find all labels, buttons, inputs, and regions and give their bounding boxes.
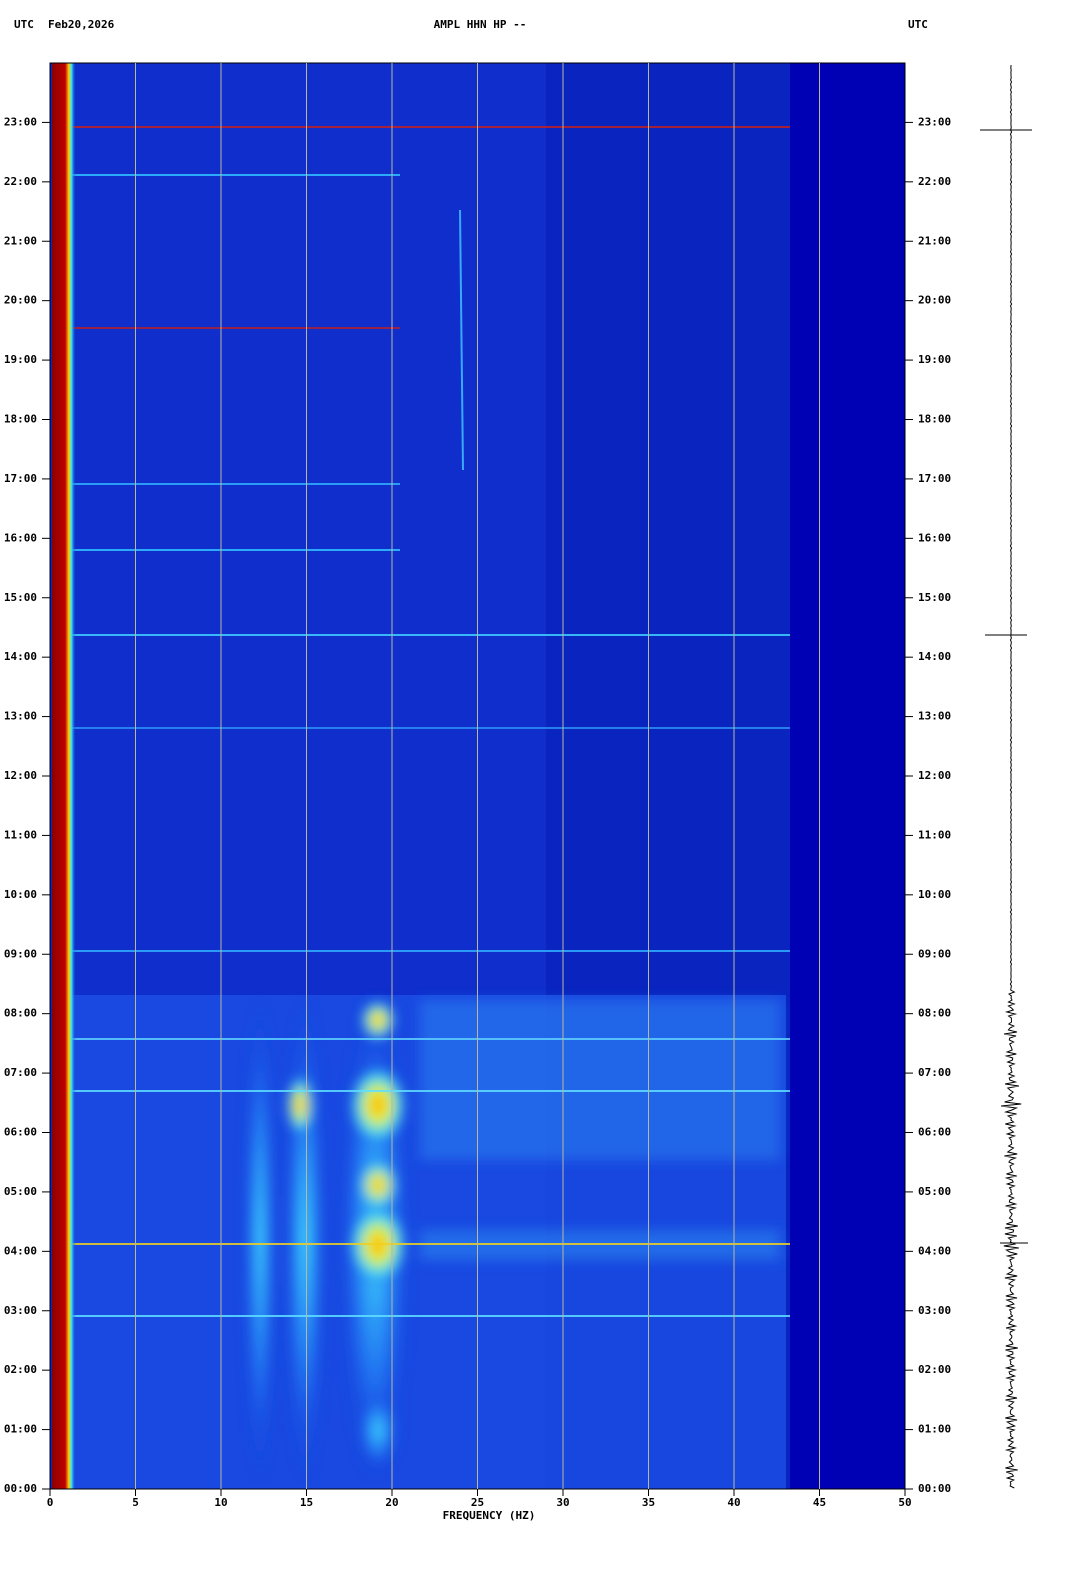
y-tick-label-right: 10:00: [918, 888, 951, 901]
y-tick-label-right: 18:00: [918, 413, 951, 426]
y-tick-label-left: 19:00: [4, 353, 37, 366]
x-tick-label: 50: [898, 1496, 911, 1509]
x-tick-label: 45: [813, 1496, 826, 1509]
y-tick-label-right: 06:00: [918, 1126, 951, 1139]
y-tick-label-right: 17:00: [918, 472, 951, 485]
y-tick-label-right: 21:00: [918, 234, 951, 247]
y-tick-label-left: 16:00: [4, 531, 37, 544]
y-tick-label-left: 08:00: [4, 1007, 37, 1020]
x-tick-label: 5: [132, 1496, 139, 1509]
x-tick-label: 20: [385, 1496, 398, 1509]
y-tick-label-right: 09:00: [918, 947, 951, 960]
y-tick-label-left: 07:00: [4, 1066, 37, 1079]
y-tick-label-right: 02:00: [918, 1363, 951, 1376]
y-tick-label-left: 15:00: [4, 591, 37, 604]
y-tick-label-right: 01:00: [918, 1423, 951, 1436]
x-tick-label: 40: [727, 1496, 740, 1509]
y-tick-label-left: 18:00: [4, 413, 37, 426]
y-tick-label-left: 09:00: [4, 947, 37, 960]
y-tick-label-left: 21:00: [4, 234, 37, 247]
y-tick-label-right: 20:00: [918, 294, 951, 307]
date: Feb20,2026: [48, 18, 115, 31]
y-tick-label-left: 14:00: [4, 650, 37, 663]
y-tick-label-right: 07:00: [918, 1066, 951, 1079]
y-tick-label-left: 00:00: [4, 1482, 37, 1495]
y-tick-label-left: 01:00: [4, 1423, 37, 1436]
y-tick-label-left: 17:00: [4, 472, 37, 485]
y-tick-label-left: 12:00: [4, 769, 37, 782]
y-tick-label-left: 04:00: [4, 1244, 37, 1257]
y-tick-label-right: 03:00: [918, 1304, 951, 1317]
y-tick-label-left: 20:00: [4, 294, 37, 307]
x-tick-label: 15: [300, 1496, 313, 1509]
y-tick-label-left: 02:00: [4, 1363, 37, 1376]
chart-title: AMPL HHN HP --: [434, 18, 527, 31]
y-tick-label-right: 11:00: [918, 828, 951, 841]
y-tick-label-left: 23:00: [4, 115, 37, 128]
x-tick-label: 30: [556, 1496, 569, 1509]
y-tick-label-left: 22:00: [4, 175, 37, 188]
y-tick-label-right: 14:00: [918, 650, 951, 663]
y-tick-label-right: 15:00: [918, 591, 951, 604]
y-tick-label-left: 13:00: [4, 710, 37, 723]
y-tick-label-right: 19:00: [918, 353, 951, 366]
time-zone-right: UTC: [908, 18, 928, 31]
y-tick-label-left: 06:00: [4, 1126, 37, 1139]
y-tick-label-right: 23:00: [918, 115, 951, 128]
time-zone-left: UTC: [14, 18, 34, 31]
seismogram: [1001, 65, 1022, 1489]
y-tick-label-left: 03:00: [4, 1304, 37, 1317]
y-tick-label-right: 13:00: [918, 710, 951, 723]
y-tick-label-right: 08:00: [918, 1007, 951, 1020]
y-tick-label-right: 16:00: [918, 531, 951, 544]
y-tick-label-right: 00:00: [918, 1482, 951, 1495]
x-axis-label: FREQUENCY (HZ): [443, 1509, 536, 1522]
seismogram-trace: [980, 65, 1032, 1489]
x-tick-label: 25: [471, 1496, 484, 1509]
y-tick-label-right: 05:00: [918, 1185, 951, 1198]
y-tick-label-right: 04:00: [918, 1244, 951, 1257]
x-tick-label: 0: [47, 1496, 54, 1509]
y-tick-label-right: 12:00: [918, 769, 951, 782]
y-tick-label-right: 22:00: [918, 175, 951, 188]
y-tick-label-left: 05:00: [4, 1185, 37, 1198]
y-tick-label-left: 11:00: [4, 828, 37, 841]
x-tick-label: 10: [214, 1496, 227, 1509]
x-tick-label: 35: [642, 1496, 655, 1509]
y-tick-label-left: 10:00: [4, 888, 37, 901]
